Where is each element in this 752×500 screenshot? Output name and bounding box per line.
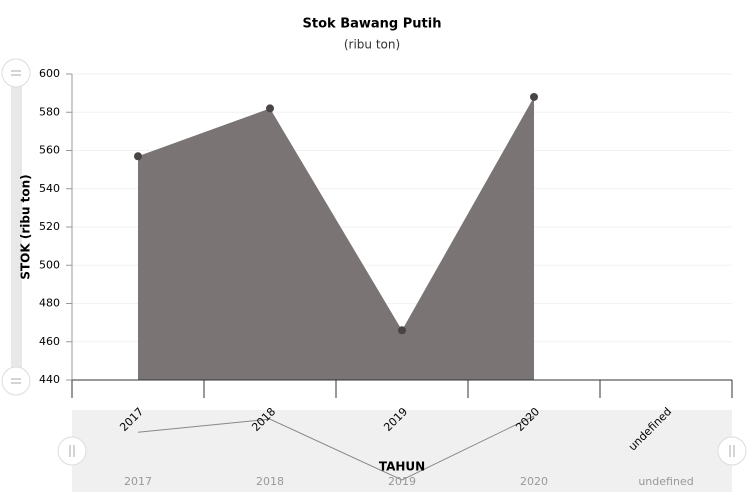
y-tick-label: 480: [39, 297, 60, 310]
scrollbar-label: 2019: [388, 475, 416, 488]
y-tick-label: 540: [39, 182, 60, 195]
y-scrollbar[interactable]: [11, 74, 22, 380]
x-scroll-grip[interactable]: [717, 436, 747, 466]
scrollbar-label: 2017: [124, 475, 152, 488]
y-scroll-grip[interactable]: [1, 366, 31, 396]
y-tick-label: 460: [39, 335, 60, 348]
point: [266, 104, 274, 113]
y-axis-title: STOK (ribu ton): [19, 174, 33, 279]
y-tick-label: 440: [39, 373, 60, 386]
chart-title: Stok Bawang Putih: [303, 17, 442, 32]
point: [398, 326, 406, 335]
y-tick-label: 580: [39, 105, 60, 118]
y-tick-label: 600: [39, 67, 60, 80]
scrollbar-label: undefined: [638, 475, 693, 488]
y-tick-label: 500: [39, 258, 60, 271]
x-scrollbar[interactable]: [72, 410, 732, 492]
point: [530, 92, 538, 101]
area: [138, 96, 534, 380]
x-scroll-grip[interactable]: [57, 436, 87, 466]
y-tick-label: 520: [39, 220, 60, 233]
point: [134, 152, 142, 161]
scrollbar-label: 2018: [256, 475, 284, 488]
y-scroll-grip[interactable]: [1, 58, 31, 88]
scrollbar-line: [137, 415, 535, 481]
scrollbar-preview: [137, 415, 535, 481]
scrollbar-label: 2020: [520, 475, 548, 488]
chart-subtitle: (ribu ton): [344, 38, 400, 52]
x-axis-title: TAHUN: [379, 460, 425, 474]
y-tick-label: 560: [39, 144, 60, 157]
